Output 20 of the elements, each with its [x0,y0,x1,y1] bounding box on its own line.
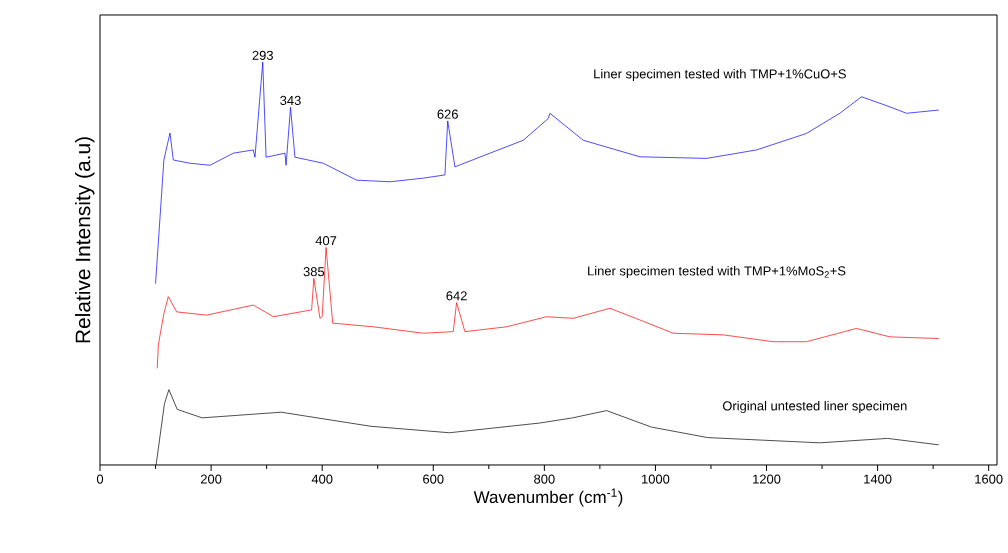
annotation: 385 [303,267,325,277]
x-tick-label: 600 [423,474,444,484]
annotation: 343 [280,95,301,106]
annotation: 642 [446,291,467,301]
x-tick-label: 1600 [975,474,1003,484]
x-tick-label: 1400 [864,474,892,484]
y-axis-title: Relative Intensity (a.u) [74,137,95,343]
x-tick-label: 800 [534,474,555,484]
series-label: Original untested liner specimen [722,400,907,414]
annotation: 293 [252,50,273,60]
x-tick-label: 200 [200,474,222,484]
annotation: 407 [315,236,337,246]
x-tick-label: 0 [96,474,104,484]
text: Liner specimen tested with TMP+1%MoS$_{2}$+S [588,265,846,279]
x-tick-label: 400 [311,474,333,484]
x-tick-label: 1200 [753,474,781,484]
x-tick-label: 1000 [642,474,670,484]
series-label: Liner specimen tested with TMP+1%CuO+S [594,68,846,82]
annotation: 626 [437,109,458,119]
x-axis-title: Wavenumber (cm$^{-1}$) [473,488,623,507]
